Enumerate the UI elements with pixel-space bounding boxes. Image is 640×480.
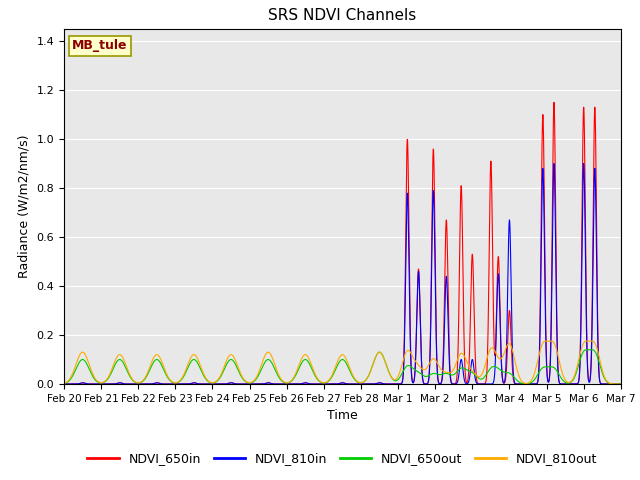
Text: MB_tule: MB_tule xyxy=(72,39,128,52)
X-axis label: Time: Time xyxy=(327,409,358,422)
Title: SRS NDVI Channels: SRS NDVI Channels xyxy=(268,9,417,24)
Legend: NDVI_650in, NDVI_810in, NDVI_650out, NDVI_810out: NDVI_650in, NDVI_810in, NDVI_650out, NDV… xyxy=(83,447,602,470)
Y-axis label: Radiance (W/m2/nm/s): Radiance (W/m2/nm/s) xyxy=(18,135,31,278)
